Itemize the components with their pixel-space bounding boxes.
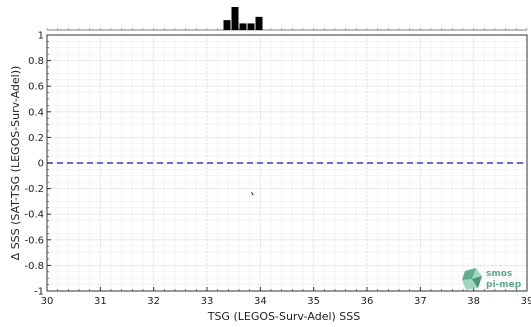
- logo-mark-icon: [462, 268, 482, 290]
- histogram-bar: [247, 23, 255, 30]
- x-tick-label: 37: [414, 296, 427, 307]
- y-tick-label: -1: [34, 287, 44, 298]
- data-point: [251, 191, 254, 196]
- data-points: [251, 191, 254, 196]
- histogram-bar: [223, 20, 231, 30]
- y-tick-label: -0.4: [24, 210, 44, 221]
- y-axis-label: Δ SSS (SAT-TSG (LEGOS-Surv-Adel)): [9, 66, 22, 261]
- x-axis-label: TSG (LEGOS-Surv-Adel) SSS: [207, 310, 361, 323]
- x-tick-label: 35: [307, 296, 320, 307]
- logo-line-1: smos: [486, 269, 512, 279]
- y-tick-label: -0.2: [24, 184, 44, 195]
- x-tick-label: 34: [254, 296, 267, 307]
- x-tick-label: 36: [361, 296, 374, 307]
- y-tick-label: 0.2: [28, 133, 44, 144]
- y-tick-label: 0: [38, 159, 44, 170]
- x-axis-ticks: 30 31 32 33 34 35 36 37 38 39: [41, 287, 531, 307]
- x-tick-label: 31: [94, 296, 107, 307]
- x-tick-label: 32: [147, 296, 160, 307]
- x-tick-label: 39: [521, 296, 531, 307]
- x-tick-label: 33: [201, 296, 214, 307]
- y-tick-label: -0.6: [24, 235, 44, 246]
- histogram-bar: [231, 7, 239, 30]
- x-tick-label: 30: [41, 296, 54, 307]
- y-axis-ticks: 1 0.8 0.6 0.4 0.2 0 -0.2 -0.4 -0.6 -0.8 -1: [24, 31, 51, 298]
- y-tick-label: 0.8: [28, 56, 44, 67]
- top-histogram: [46, 7, 528, 31]
- smos-pi-mep-logo: smos pi-mep: [462, 268, 522, 290]
- y-tick-label: 0.6: [28, 82, 44, 93]
- histogram-bar: [239, 23, 247, 30]
- x-tick-label: 38: [467, 296, 480, 307]
- logo-line-2: pi-mep: [486, 280, 522, 290]
- y-tick-label: 1: [38, 31, 44, 42]
- y-tick-label: 0.4: [28, 107, 44, 118]
- y-tick-label: -0.8: [24, 261, 44, 272]
- histogram-bar: [255, 16, 263, 30]
